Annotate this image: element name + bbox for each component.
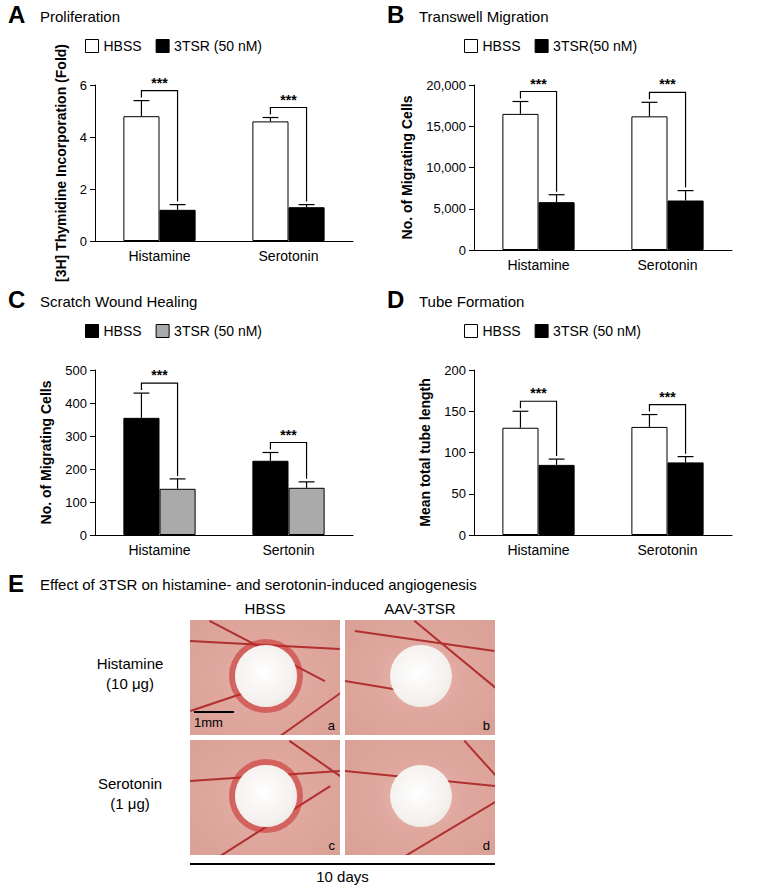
svg-text:***: *** xyxy=(530,385,547,401)
svg-text:0: 0 xyxy=(459,243,466,258)
svg-text:Histamine: Histamine xyxy=(507,542,569,558)
html-text:10 days: 10 days xyxy=(316,868,369,885)
html-text:Effect of 3TSR on histamine- a: Effect of 3TSR on histamine- and seroton… xyxy=(40,576,477,593)
svg-text:Serotonin: Serotonin xyxy=(638,542,698,558)
svg-text:Tube Formation: Tube Formation xyxy=(419,293,524,310)
svg-text:300: 300 xyxy=(65,429,87,444)
svg-text:500: 500 xyxy=(65,363,87,378)
html-text:c: c xyxy=(328,838,335,853)
svg-text:HBSS: HBSS xyxy=(483,38,521,54)
svg-text:100: 100 xyxy=(444,445,466,460)
svg-text:3TSR(50 nM): 3TSR(50 nM) xyxy=(553,38,637,54)
html-text:1mm: 1mm xyxy=(194,715,223,730)
svg-text:0: 0 xyxy=(459,528,466,543)
svg-text:HBSS: HBSS xyxy=(104,323,142,339)
svg-text:***: *** xyxy=(659,389,676,405)
html-text:(1 μg): (1 μg) xyxy=(110,795,150,812)
svg-text:200: 200 xyxy=(65,462,87,477)
svg-text:Serotonin: Serotonin xyxy=(259,248,319,264)
svg-text:6: 6 xyxy=(80,78,87,93)
html-text:a: a xyxy=(327,718,335,733)
svg-text:50: 50 xyxy=(452,486,466,501)
svg-text:0: 0 xyxy=(80,234,87,249)
svg-text:No. of Migrating Cells: No. of Migrating Cells xyxy=(399,95,415,239)
svg-text:***: *** xyxy=(530,76,547,92)
svg-text:No. of Migrating Cells: No. of Migrating Cells xyxy=(38,380,54,524)
html-text:b: b xyxy=(482,718,490,733)
html-text:(10 μg): (10 μg) xyxy=(106,675,154,692)
svg-text:***: *** xyxy=(659,76,676,92)
svg-text:10,000: 10,000 xyxy=(426,160,466,175)
html-text:E: E xyxy=(8,570,24,597)
html-text:Histamine: Histamine xyxy=(96,655,164,672)
svg-text:A: A xyxy=(8,1,25,28)
svg-text:4: 4 xyxy=(80,130,87,145)
svg-text:HBSS: HBSS xyxy=(104,38,142,54)
svg-text:3TSR (50 nM): 3TSR (50 nM) xyxy=(174,323,262,339)
html-text:HBSS: HBSS xyxy=(244,600,286,617)
svg-text:0: 0 xyxy=(80,528,87,543)
svg-text:100: 100 xyxy=(65,495,87,510)
svg-text:3TSR (50 nM): 3TSR (50 nM) xyxy=(553,323,641,339)
svg-text:***: *** xyxy=(151,367,168,383)
html-text:AAV-3TSR: AAV-3TSR xyxy=(384,600,456,617)
svg-text:200: 200 xyxy=(444,363,466,378)
svg-text:***: *** xyxy=(280,427,297,443)
svg-text:[3H] Thymidine Incorporation (: [3H] Thymidine Incorporation (Fold) xyxy=(53,44,69,282)
svg-text:15,000: 15,000 xyxy=(426,119,466,134)
svg-text:C: C xyxy=(8,286,25,313)
svg-text:Histamine: Histamine xyxy=(128,248,190,264)
svg-text:150: 150 xyxy=(444,404,466,419)
html-text:d: d xyxy=(482,838,490,853)
svg-text:***: *** xyxy=(280,92,297,108)
svg-text:2: 2 xyxy=(80,182,87,197)
svg-text:Histamine: Histamine xyxy=(507,257,569,273)
svg-text:5,000: 5,000 xyxy=(433,201,466,216)
svg-text:Proliferation: Proliferation xyxy=(40,8,120,25)
svg-text:Histamine: Histamine xyxy=(128,542,190,558)
svg-text:Sertonin: Sertonin xyxy=(262,542,314,558)
svg-text:HBSS: HBSS xyxy=(483,323,521,339)
svg-text:Mean total tube length: Mean total tube length xyxy=(417,378,433,527)
svg-text:400: 400 xyxy=(65,396,87,411)
svg-text:Scratch Wound Healing: Scratch Wound Healing xyxy=(40,293,197,310)
svg-text:Serotonin: Serotonin xyxy=(638,257,698,273)
svg-text:***: *** xyxy=(151,75,168,91)
svg-text:D: D xyxy=(387,286,404,313)
svg-text:20,000: 20,000 xyxy=(426,78,466,93)
svg-text:3TSR (50 nM): 3TSR (50 nM) xyxy=(174,38,262,54)
svg-text:B: B xyxy=(387,1,404,28)
html-text:Serotonin: Serotonin xyxy=(97,775,163,792)
svg-text:Transwell Migration: Transwell Migration xyxy=(419,8,549,25)
